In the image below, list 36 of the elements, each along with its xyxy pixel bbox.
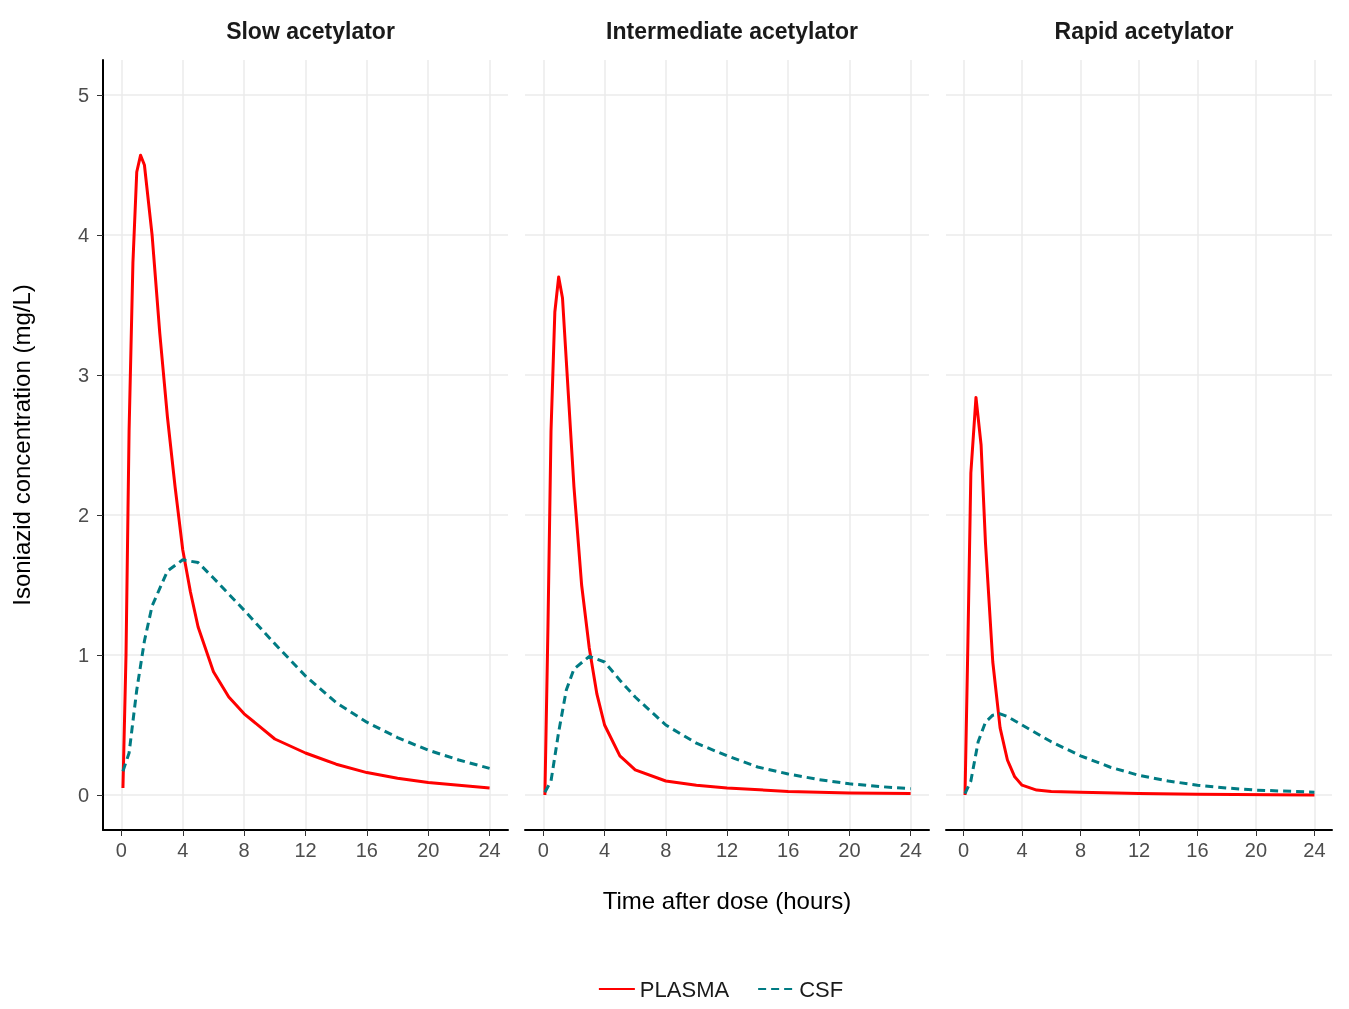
x-tick-label: 20 xyxy=(417,839,440,861)
chart-title: Intermediate acetylator xyxy=(606,17,858,44)
x-tick-label: 8 xyxy=(238,839,250,861)
x-tick-label: 24 xyxy=(899,839,922,861)
legend-label: CSF xyxy=(799,976,844,1002)
legend-label: PLASMA xyxy=(639,976,730,1002)
x-tick-label: 4 xyxy=(177,839,189,861)
x-tick-label: 24 xyxy=(478,839,501,861)
x-tick-label: 0 xyxy=(537,839,549,861)
line-series xyxy=(121,558,492,773)
x-tick-label: 4 xyxy=(1016,839,1028,861)
x-tick-label: 12 xyxy=(294,839,317,861)
y-axis-title: Isoniazid concentration (mg/L) xyxy=(7,284,35,606)
x-tick-label: 20 xyxy=(838,839,861,861)
chart-title: Slow acetylator xyxy=(226,17,395,44)
x-tick-label: 12 xyxy=(1127,839,1151,861)
x-tick-label: 16 xyxy=(355,839,378,861)
y-tick-label: 4 xyxy=(77,224,89,246)
y-tick-label: 5 xyxy=(77,84,89,106)
chart-title: Rapid acetylator xyxy=(1054,17,1234,44)
x-tick-label: 8 xyxy=(1074,839,1087,861)
y-tick-label: 2 xyxy=(77,504,89,526)
x-tick-label: 8 xyxy=(660,839,672,861)
y-tick-label: 3 xyxy=(77,364,89,386)
x-tick-label: 0 xyxy=(115,839,127,861)
x-tick-label: 24 xyxy=(1303,839,1326,861)
x-axis-title: Time after dose (hours) xyxy=(602,886,852,914)
x-tick-label: 0 xyxy=(957,839,970,861)
x-tick-label: 20 xyxy=(1244,839,1268,861)
line-series xyxy=(121,153,492,790)
x-tick-label: 16 xyxy=(1186,839,1209,861)
y-tick-label: 1 xyxy=(77,644,89,666)
x-tick-label: 16 xyxy=(777,839,800,861)
x-tick-label: 4 xyxy=(599,839,611,861)
x-tick-label: 12 xyxy=(715,839,739,861)
y-tick-label: 0 xyxy=(77,784,89,806)
